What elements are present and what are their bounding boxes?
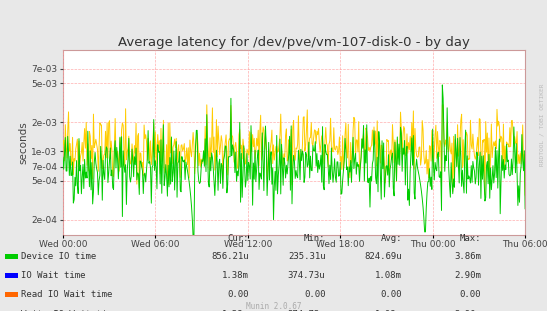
Text: IO Wait time: IO Wait time [21,271,85,280]
Text: RRDTOOL / TOBI OETIKER: RRDTOOL / TOBI OETIKER [539,83,544,166]
Text: Max:: Max: [460,234,481,243]
Text: 824.69u: 824.69u [364,252,402,261]
Text: 1.38m: 1.38m [222,271,249,280]
Text: 0.00: 0.00 [228,290,249,299]
Text: 0.00: 0.00 [381,290,402,299]
Title: Average latency for /dev/pve/vm-107-disk-0 - by day: Average latency for /dev/pve/vm-107-disk… [118,35,470,49]
Text: 374.73u: 374.73u [288,310,325,311]
Text: 0.00: 0.00 [304,290,325,299]
Text: 235.31u: 235.31u [288,252,325,261]
Text: 1.08m: 1.08m [375,310,402,311]
Text: 2.90m: 2.90m [455,310,481,311]
Text: 374.73u: 374.73u [288,271,325,280]
Text: Avg:: Avg: [381,234,402,243]
Text: 2.90m: 2.90m [455,271,481,280]
Text: 1.38m: 1.38m [222,310,249,311]
Text: Min:: Min: [304,234,325,243]
Text: Read IO Wait time: Read IO Wait time [21,290,112,299]
Text: 856.21u: 856.21u [211,252,249,261]
Y-axis label: seconds: seconds [19,121,28,164]
Text: 1.08m: 1.08m [375,271,402,280]
Text: 0.00: 0.00 [460,290,481,299]
Text: Write IO Wait time: Write IO Wait time [21,310,118,311]
Text: Device IO time: Device IO time [21,252,96,261]
Text: Cur:: Cur: [228,234,249,243]
Text: Munin 2.0.67: Munin 2.0.67 [246,301,301,310]
Text: 3.86m: 3.86m [455,252,481,261]
